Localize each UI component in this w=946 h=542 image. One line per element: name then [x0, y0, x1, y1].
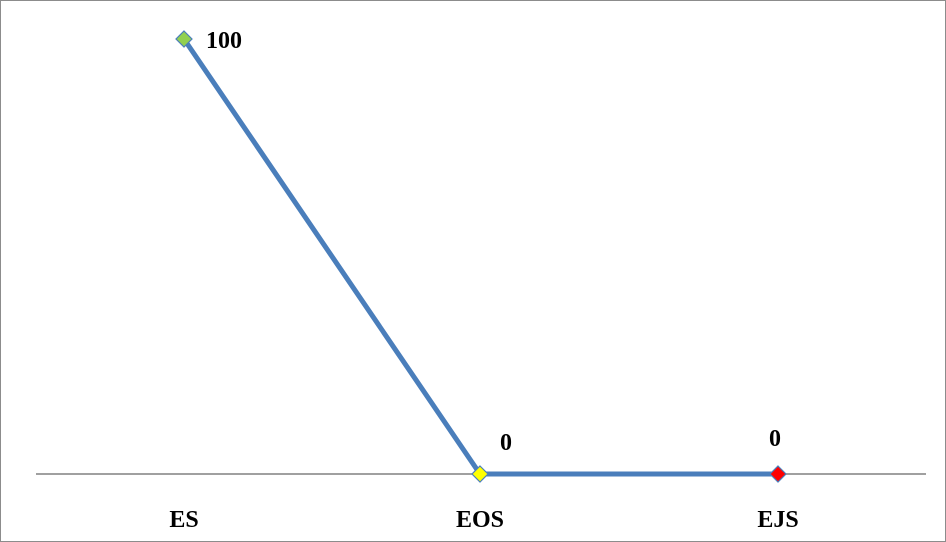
x-tick-label-es: ES — [169, 507, 198, 533]
data-point-eos — [471, 465, 489, 483]
x-tick-layer: ES EOS EJS — [169, 507, 798, 533]
data-label-ejs: 0 — [769, 426, 781, 452]
x-tick-label-eos: EOS — [456, 507, 504, 533]
data-point-es — [175, 30, 193, 48]
data-label-es: 100 — [206, 28, 242, 54]
data-label-layer: 100 0 0 — [206, 28, 781, 456]
series-line — [181, 37, 778, 477]
data-label-eos: 0 — [500, 430, 512, 456]
marker-layer — [175, 30, 787, 483]
data-point-ejs — [769, 465, 787, 483]
x-tick-label-ejs: EJS — [757, 507, 798, 533]
series-layer — [181, 37, 778, 477]
